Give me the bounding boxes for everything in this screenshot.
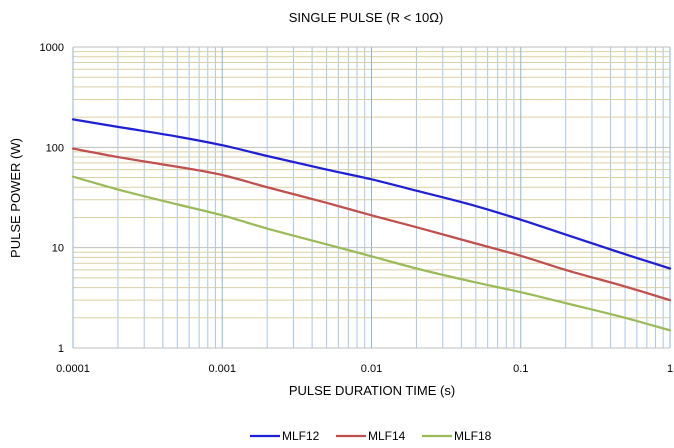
x-tick-label: 0.01 — [361, 363, 382, 375]
series-line-mlf18 — [71, 175, 672, 332]
series-line-mlf12 — [71, 118, 672, 270]
y-tick-label: 100 — [46, 142, 64, 154]
chart-title: SINGLE PULSE (R < 10Ω) — [289, 10, 444, 25]
x-tick-label: 0.1 — [513, 363, 528, 375]
y-tick-label: 10 — [52, 243, 64, 255]
grid-major — [72, 46, 671, 349]
x-tick-labels: 0.0001 0.001 0.01 0.1 1 — [56, 363, 673, 375]
y-tick-label: 1 — [58, 343, 64, 355]
series-layer — [71, 118, 672, 332]
y-tick-label: 1000 — [40, 42, 64, 54]
y-tick-labels: 1 10 100 1000 — [40, 42, 64, 355]
x-tick-label: 1 — [667, 363, 673, 375]
x-tick-label: 0.001 — [208, 363, 236, 375]
x-tick-label: 0.0001 — [56, 363, 90, 375]
y-axis-label: PULSE POWER (W) — [8, 138, 23, 258]
legend-label-mlf14: MLF14 — [368, 429, 406, 443]
x-axis-label: PULSE DURATION TIME (s) — [289, 383, 455, 398]
legend-label-mlf12: MLF12 — [282, 429, 320, 443]
legend: MLF12 MLF14 MLF18 — [250, 429, 492, 443]
legend-label-mlf18: MLF18 — [454, 429, 492, 443]
series-line-mlf14 — [71, 147, 672, 302]
